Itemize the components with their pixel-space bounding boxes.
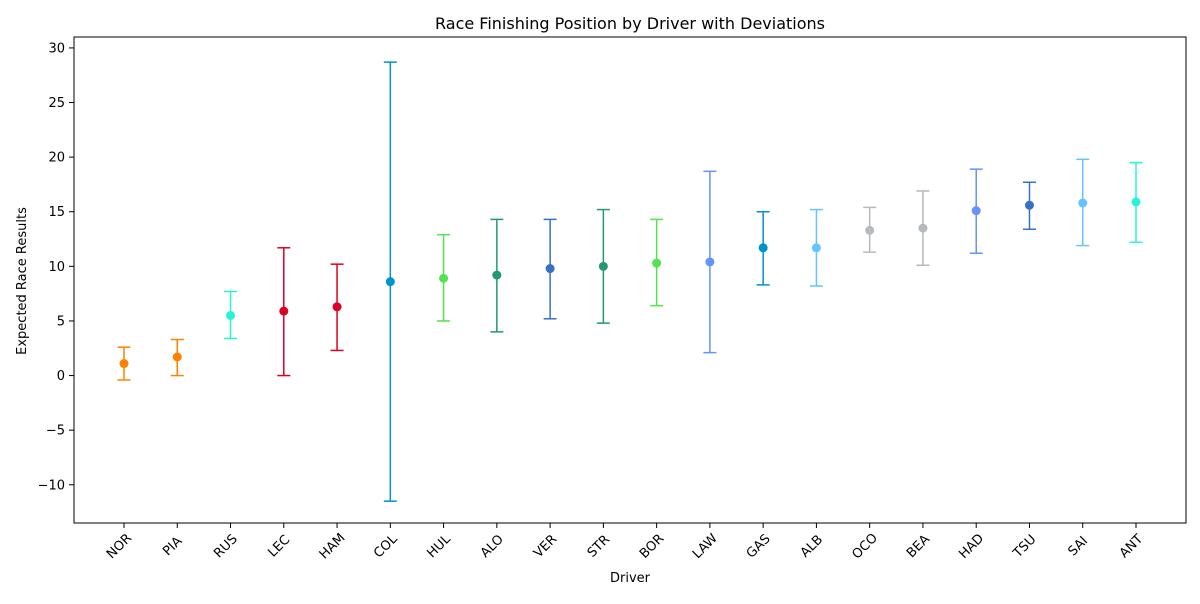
error-bar-ver xyxy=(543,218,557,320)
data-point xyxy=(439,273,449,283)
data-point xyxy=(1131,197,1141,207)
data-point xyxy=(492,270,502,280)
x-tick-label: SAI xyxy=(1065,534,1091,560)
data-point xyxy=(226,310,236,320)
error-bar-rus xyxy=(224,290,238,340)
error-bar-oco xyxy=(863,206,877,253)
error-bar-gas xyxy=(756,210,770,286)
x-tick-label: TSU xyxy=(1010,532,1039,561)
x-tick-label: RUS xyxy=(211,532,241,562)
x-tick-label: ANT xyxy=(1117,532,1146,561)
data-point xyxy=(971,206,981,216)
x-tick-label: COL xyxy=(371,531,401,561)
error-bar-ant xyxy=(1129,161,1143,244)
x-axis-ticks: NOR PIA RUS LEC HAM COL HUL ALO VER STR BOR LAW GAS A… xyxy=(104,523,1146,562)
y-tick-label: 25 xyxy=(48,96,65,111)
plot-frame xyxy=(73,36,1187,524)
x-tick-label: PIA xyxy=(160,534,185,559)
data-point xyxy=(172,352,182,362)
data-point xyxy=(385,277,395,287)
y-tick-label: −5 xyxy=(46,424,65,439)
chart-title: Race Finishing Position by Driver with D… xyxy=(435,14,825,33)
y-tick-label: −10 xyxy=(38,478,65,493)
data-point xyxy=(545,264,555,274)
error-bar-alo xyxy=(490,218,504,333)
error-bar-nor xyxy=(117,346,131,381)
x-tick-label: STR xyxy=(585,532,613,560)
x-tick-label: NOR xyxy=(104,531,135,562)
x-axis-label: Driver xyxy=(610,571,651,586)
x-tick-label: LEC xyxy=(265,533,293,561)
error-bar-alb xyxy=(809,208,823,287)
y-tick-label: 5 xyxy=(57,314,65,329)
y-axis-label: Expected Race Results xyxy=(15,207,30,355)
x-tick-label: BOR xyxy=(637,531,667,561)
y-tick-label: 15 xyxy=(48,205,65,220)
y-tick-label: 0 xyxy=(57,369,65,384)
error-bar-bor xyxy=(650,218,664,307)
data-point xyxy=(652,258,662,268)
data-point xyxy=(279,306,289,316)
error-bar-had xyxy=(969,168,983,254)
data-point xyxy=(332,302,342,312)
x-tick-label: ALO xyxy=(478,532,507,561)
x-tick-label: OCO xyxy=(849,531,880,562)
x-tick-label: BEA xyxy=(904,532,933,561)
error-bar-lec xyxy=(277,247,291,377)
data-point xyxy=(119,359,129,369)
error-bar-col xyxy=(383,61,397,502)
error-bar-tsu xyxy=(1022,181,1036,230)
error-bar-law xyxy=(703,170,717,354)
error-bar-hul xyxy=(437,233,451,322)
data-point xyxy=(811,243,821,253)
x-tick-label: HAD xyxy=(956,531,987,562)
y-axis-ticks: −10 −5 0 5 10 15 20 25 30 xyxy=(38,41,74,493)
data-point xyxy=(865,225,875,235)
error-bar-sai xyxy=(1076,158,1090,247)
y-tick-label: 20 xyxy=(48,151,65,166)
x-tick-label: ALB xyxy=(798,532,826,560)
y-tick-label: 30 xyxy=(48,41,65,56)
error-bar-ham xyxy=(330,263,344,352)
x-tick-label: GAS xyxy=(744,532,774,562)
error-bar-pia xyxy=(170,338,184,377)
data-point xyxy=(1078,198,1088,208)
x-tick-label: LAW xyxy=(690,531,721,562)
data-point xyxy=(918,223,928,233)
data-point xyxy=(1024,200,1034,210)
error-bar-bea xyxy=(916,190,930,267)
x-tick-label: HUL xyxy=(424,531,454,561)
data-point xyxy=(705,257,715,267)
x-tick-label: HAM xyxy=(317,531,349,563)
data-point xyxy=(598,261,608,271)
data-point xyxy=(758,243,768,253)
data-marks xyxy=(117,61,1143,502)
x-tick-label: VER xyxy=(531,532,560,561)
y-tick-label: 10 xyxy=(48,260,65,275)
error-bar-str xyxy=(596,208,610,324)
